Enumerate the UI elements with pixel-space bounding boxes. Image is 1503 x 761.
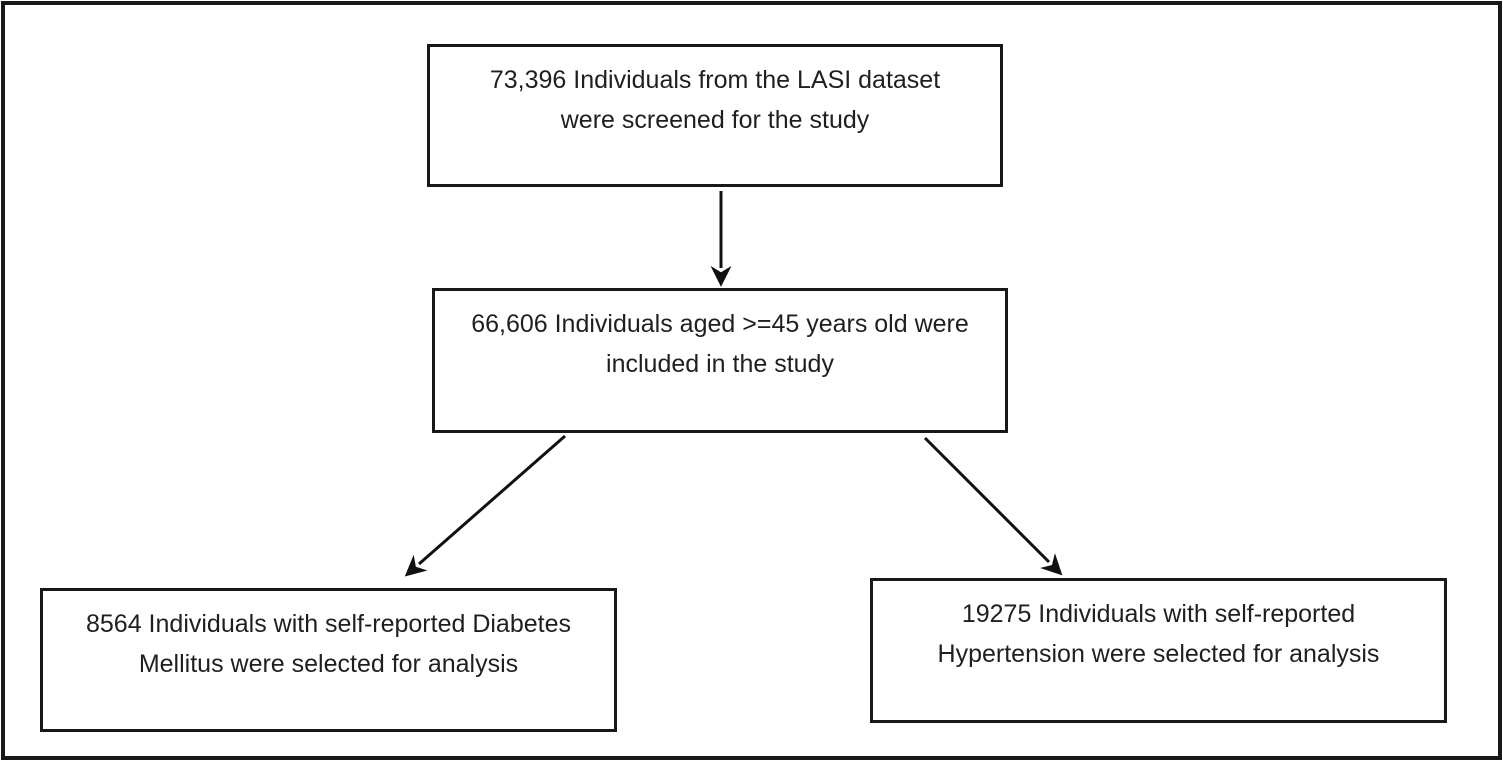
node-hypertension: 19275 Individuals with self-reported Hyp… bbox=[870, 578, 1447, 723]
node-hypertension-line2: Hypertension were selected for analysis bbox=[937, 640, 1380, 668]
node-screened-line1: 73,396 Individuals from the LASI dataset bbox=[489, 66, 941, 94]
node-included-line1: 66,606 Individuals aged >=45 years old w… bbox=[471, 310, 969, 338]
node-screened-line2: were screened for the study bbox=[560, 106, 870, 134]
node-screened: 73,396 Individuals from the LASI dataset… bbox=[427, 44, 1003, 187]
arrow-included-to-hypertension bbox=[923, 436, 1063, 576]
node-included-line2: included in the study bbox=[606, 350, 834, 378]
node-included: 66,606 Individuals aged >=45 years old w… bbox=[432, 288, 1008, 433]
arrow-included-to-diabetes bbox=[404, 434, 566, 577]
node-diabetes: 8564 Individuals with self-reported Diab… bbox=[40, 588, 617, 732]
node-hypertension-line1: 19275 Individuals with self-reported bbox=[961, 600, 1356, 628]
node-diabetes-line2: Mellitus were selected for analysis bbox=[138, 650, 519, 678]
node-diabetes-line1: 8564 Individuals with self-reported Diab… bbox=[86, 610, 571, 638]
